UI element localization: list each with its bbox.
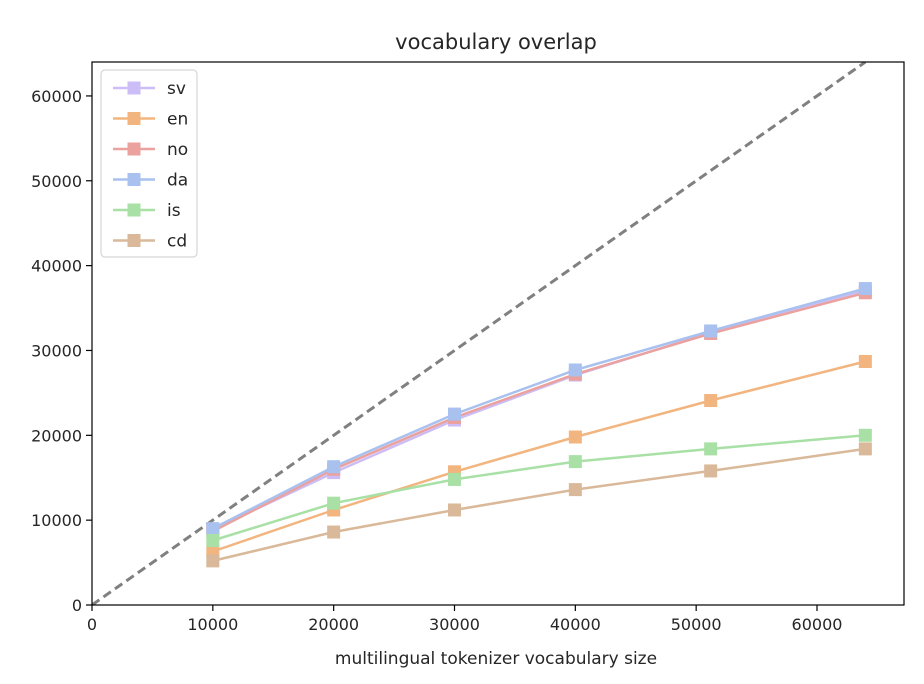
point-cd-20000	[327, 525, 341, 539]
series-no	[206, 286, 872, 538]
plot-frame	[91, 61, 905, 606]
point-da-10000	[206, 522, 220, 536]
point-is-64000	[858, 428, 872, 442]
legend-label-cd: cd	[167, 232, 187, 252]
series-is	[206, 428, 872, 548]
series-line-en	[212, 360, 866, 553]
x-tick-label: 40000	[550, 615, 601, 634]
point-cd-30000	[448, 503, 461, 517]
point-is-40000	[568, 455, 582, 469]
y-tick-label: 10000	[31, 511, 82, 530]
legend-marker-sv	[127, 81, 141, 95]
point-cd-10000	[206, 554, 220, 568]
legend-marker-cd	[127, 234, 141, 247]
point-en-40000	[568, 430, 582, 444]
point-da-20000	[327, 460, 341, 474]
point-is-30000	[448, 472, 461, 486]
legend-marker-en	[127, 112, 141, 125]
x-tick-label: 10000	[187, 615, 238, 634]
point-en-51200	[704, 394, 718, 408]
series-en	[206, 354, 872, 559]
point-is-51200	[704, 442, 718, 456]
y-tick-label: 50000	[31, 172, 82, 191]
series-line-sv	[212, 289, 866, 531]
point-cd-40000	[568, 483, 582, 497]
legend: sv en no da is cd	[100, 69, 198, 258]
chart-title: vocabulary overlap	[395, 30, 597, 54]
reference-line-dashed	[92, 62, 867, 605]
point-is-10000	[206, 534, 220, 548]
legend-marker-da	[127, 173, 141, 186]
axes: 0 10000 20000 30000 40000 50000 60000 0 10000 200…	[31, 61, 905, 634]
series-layer	[206, 282, 872, 568]
point-is-20000	[327, 496, 341, 510]
x-tick-label: 60000	[792, 615, 843, 634]
point-da-51200	[704, 324, 718, 338]
legend-label-da: da	[167, 171, 188, 191]
series-line-is	[212, 434, 866, 542]
x-tick-label: 20000	[308, 615, 359, 634]
y-tick-label: 20000	[31, 426, 82, 445]
point-da-64000	[858, 282, 872, 296]
x-tick-label: 50000	[671, 615, 722, 634]
reference-line-layer	[92, 62, 867, 605]
legend-label-no: no	[167, 140, 188, 160]
x-tick-label: 0	[87, 615, 97, 634]
legend-marker-no	[127, 142, 141, 156]
point-cd-51200	[704, 464, 718, 478]
y-tick-label: 30000	[31, 341, 82, 360]
series-sv	[206, 284, 872, 536]
series-line-da	[212, 287, 866, 530]
series-line-no	[212, 291, 866, 533]
series-da	[206, 282, 872, 536]
legend-marker-is	[127, 203, 141, 217]
point-en-64000	[858, 354, 872, 368]
point-da-30000	[448, 407, 461, 421]
point-cd-64000	[858, 442, 872, 456]
y-tick-label: 0	[72, 596, 82, 615]
series-cd	[206, 442, 872, 568]
series-line-cd	[212, 447, 866, 563]
point-da-40000	[568, 363, 582, 377]
legend-label-sv: sv	[167, 79, 186, 99]
legend-label-en: en	[167, 110, 188, 130]
legend-label-is: is	[167, 201, 181, 221]
x-axis-title: multilingual tokenizer vocabulary size	[335, 649, 657, 669]
x-tick-label: 30000	[429, 615, 480, 634]
y-tick-label: 40000	[31, 257, 82, 276]
y-tick-label: 60000	[31, 87, 82, 106]
